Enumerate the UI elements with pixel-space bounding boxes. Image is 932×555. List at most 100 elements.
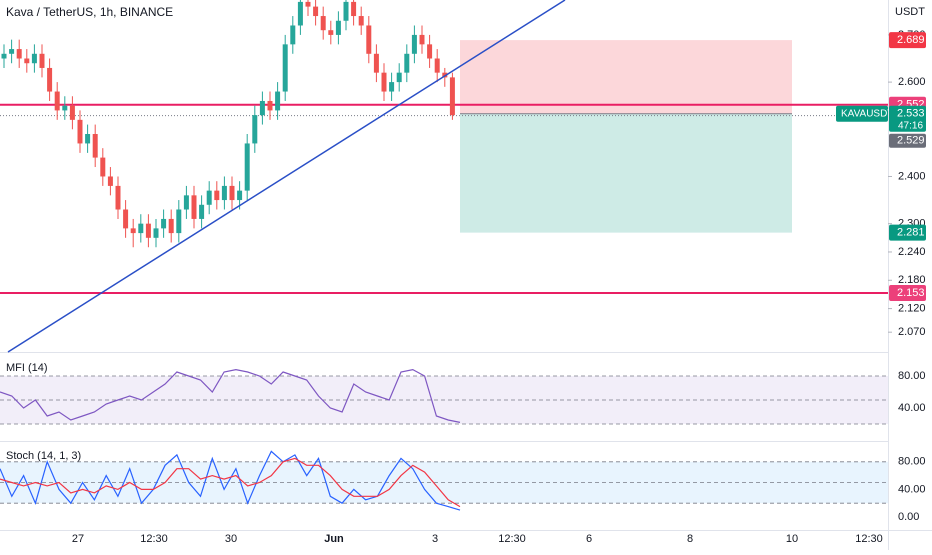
target-zone — [460, 113, 792, 233]
candle-body — [373, 53, 379, 73]
candle-body — [62, 105, 68, 111]
time-label: 12:30 — [498, 533, 526, 545]
time-label: 3 — [432, 533, 438, 545]
candle-body — [100, 157, 106, 177]
candle-body — [244, 143, 250, 191]
candle-body — [9, 49, 15, 54]
candle-body — [442, 72, 448, 78]
candle-body — [366, 25, 372, 54]
candle-body — [411, 34, 417, 54]
symbol-badge — [836, 105, 888, 122]
candle-body — [290, 25, 296, 45]
candle-body — [69, 105, 75, 120]
candle-body — [16, 49, 22, 59]
candle-body — [145, 223, 151, 238]
price-badge — [889, 285, 926, 302]
candle-body — [267, 100, 273, 111]
candle-body — [31, 53, 37, 64]
stoch-line — [0, 457, 461, 508]
candle-body — [259, 100, 265, 116]
candle-body — [252, 115, 258, 144]
candle-body — [335, 20, 341, 35]
pane-tick-label: 0.00 — [898, 511, 919, 523]
mfi-line — [0, 368, 461, 423]
candle-body — [168, 218, 174, 234]
candle-body — [1, 53, 7, 59]
price-badge-label: 2.281 — [897, 227, 925, 239]
time-label: 12:30 — [140, 533, 168, 545]
time-label: 27 — [72, 533, 84, 545]
price-tick-label: 2.240 — [898, 246, 926, 258]
time-label: 6 — [586, 533, 592, 545]
candle-body — [427, 44, 433, 59]
pane-tick-label: 40.00 — [898, 483, 926, 495]
candle-body — [419, 34, 425, 45]
candle-body — [449, 77, 455, 116]
candle-body — [176, 209, 182, 234]
candle-body — [123, 209, 129, 229]
price-tick-label: 2.120 — [898, 302, 926, 314]
candle-body — [297, 1, 303, 26]
price-badge-label: 2.533 — [897, 108, 925, 120]
pane-tick-label: 40.00 — [898, 402, 926, 414]
price-badge — [889, 133, 926, 148]
pane-title: Stoch (14, 1, 3) — [6, 450, 81, 462]
symbol-title: Kava / TetherUS, 1h, BINANCE — [6, 5, 173, 19]
candle-body — [221, 185, 227, 201]
candle-body — [343, 1, 349, 21]
candle-body — [92, 134, 98, 158]
currency: USDT — [895, 6, 925, 18]
candle-body — [199, 204, 205, 219]
price-badge — [889, 32, 926, 49]
candle-body — [183, 195, 189, 210]
candle-body — [313, 6, 319, 17]
candle-body — [54, 91, 60, 111]
candle-body — [275, 91, 281, 111]
candle-body — [24, 58, 30, 64]
candle-body — [351, 1, 357, 17]
price-tick-label: 2.070 — [898, 326, 926, 338]
price-tick-label: 2.180 — [898, 274, 926, 286]
candle-body — [237, 190, 243, 201]
candle-body — [77, 119, 83, 144]
candle-body — [320, 16, 326, 31]
candle-body — [381, 72, 387, 92]
pane-tick-label: 80.00 — [898, 370, 926, 382]
candle-body — [130, 228, 136, 234]
time-label: 30 — [225, 533, 237, 545]
candle-body — [305, 1, 311, 7]
symbol-name: KAVAUSDT — [841, 108, 893, 119]
stop-zone — [460, 40, 792, 114]
price-badge-label: 2.689 — [897, 34, 925, 46]
price-badge — [889, 224, 926, 241]
candle-body — [153, 228, 159, 238]
candle-body — [107, 176, 113, 186]
candle-body — [191, 195, 197, 219]
candle-body — [396, 72, 402, 83]
candle-body — [282, 44, 288, 92]
candle-body — [206, 190, 212, 205]
candle-body — [434, 58, 440, 73]
price-badge-label: 2.153 — [897, 287, 925, 299]
price-tick-label: 2.400 — [898, 170, 926, 182]
candle-body — [161, 218, 167, 229]
trend-line — [7, 0, 566, 353]
candle-body — [229, 185, 235, 201]
candle-body — [358, 16, 364, 26]
time-label: 10 — [786, 533, 798, 545]
candle-body — [39, 53, 45, 68]
candle-body — [404, 53, 410, 73]
time-label: 12:30 — [855, 533, 883, 545]
stoch-line — [0, 450, 461, 511]
candle-body — [85, 134, 91, 144]
candle-body — [138, 223, 144, 234]
candle-body — [328, 30, 334, 35]
pane-tick-label: 80.00 — [898, 456, 926, 468]
candle-body — [214, 190, 220, 201]
price-tick-label: 2.600 — [898, 76, 926, 88]
countdown: 47:16 — [898, 120, 923, 131]
time-label: Jun — [324, 533, 344, 545]
candle-body — [47, 67, 53, 92]
